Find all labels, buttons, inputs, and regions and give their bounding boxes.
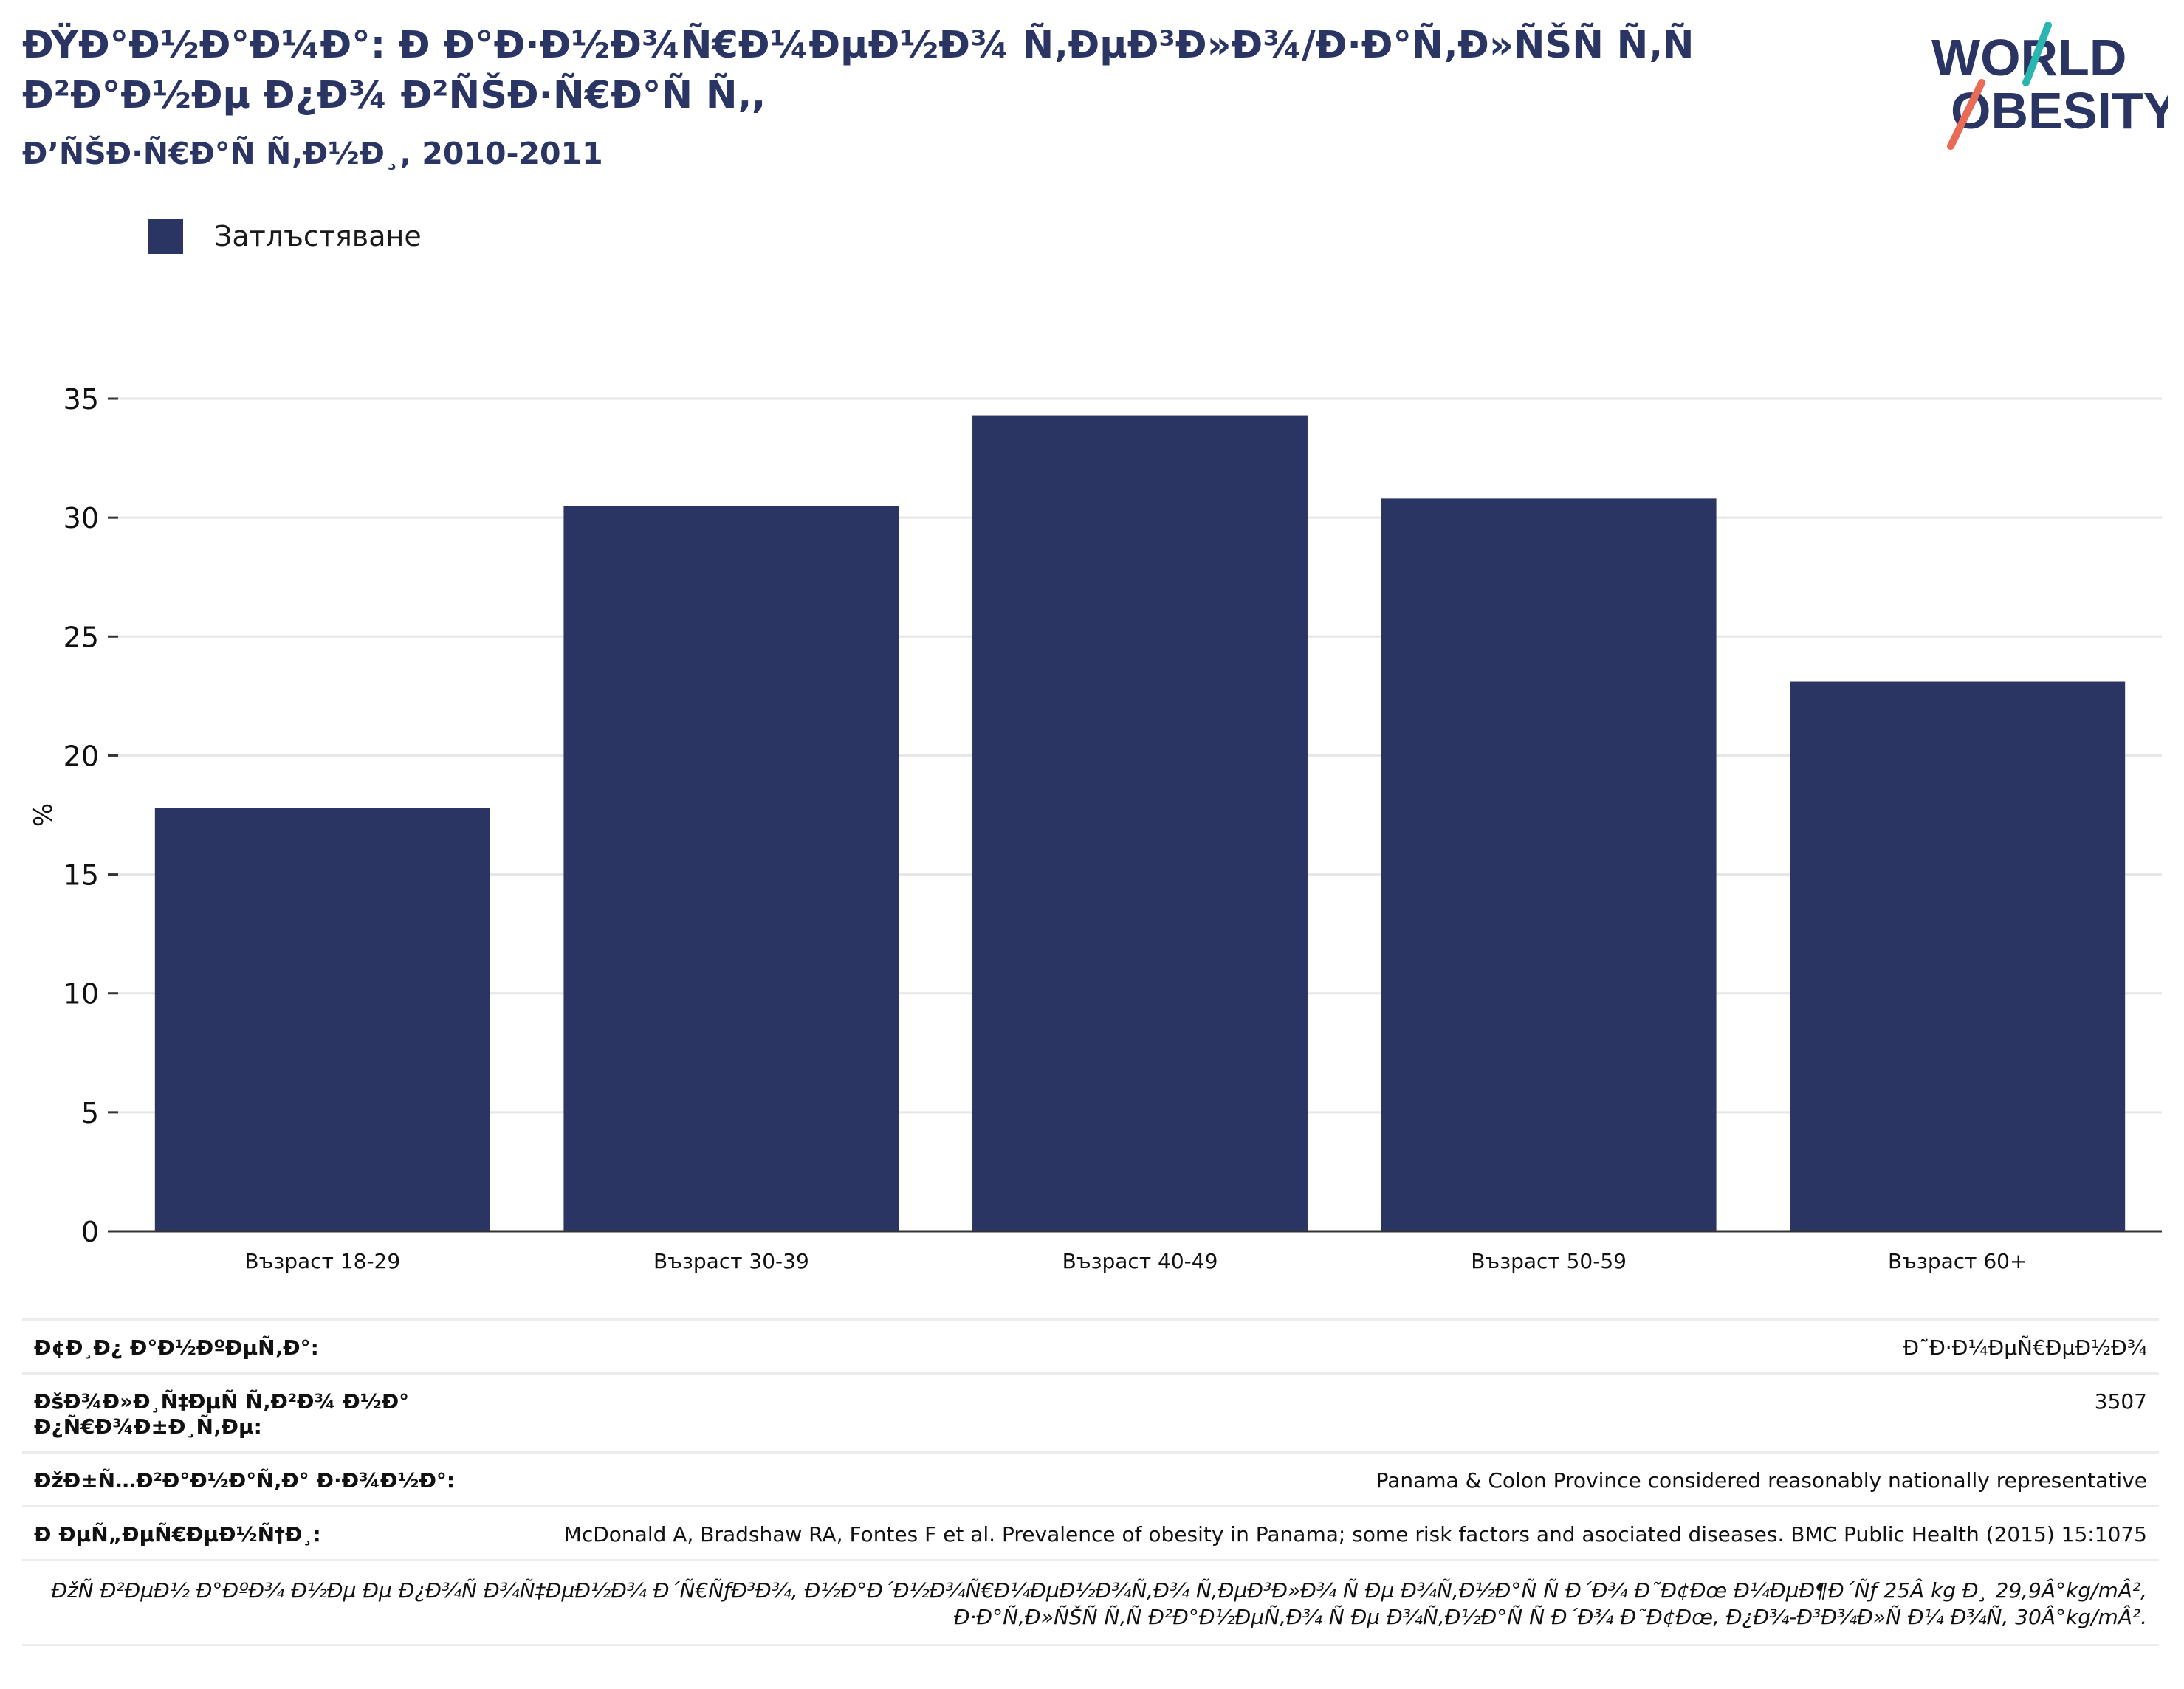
x-tick-label: Възраст 60+: [1888, 1249, 2027, 1273]
y-tick-label: 25: [63, 621, 99, 653]
y-tick-label: 20: [63, 740, 99, 772]
logo-slash-red: [1947, 79, 1985, 150]
chart-title: ÐŸÐ°Ð½Ð°Ð¼Ð°: Ð Ð°Ð·Ð½Ð¾Ñ€Ð¼ÐµÐ½Ð¾ Ñ‚ÐµÐ…: [22, 24, 1694, 117]
meta-value: Ð˜Ð·Ð¼ÐµÑ€ÐµÐ½Ð¾: [1903, 1335, 2147, 1360]
meta-value: Panama & Colon Province considered reaso…: [1376, 1468, 2147, 1493]
logo-text-obesity: OBESITY: [1951, 82, 2168, 140]
meta-row-area-covered: ÐžÐ±Ñ…Ð²Ð°Ð½Ð°Ñ‚Ð° Ð·Ð¾Ð½Ð°: Panama & Co…: [22, 1451, 2159, 1505]
y-tick-label: 5: [81, 1097, 99, 1129]
meta-row-references: Ð ÐµÑ„ÐµÑ€ÐµÐ½Ñ†Ð¸: McDonald A, Bradshaw…: [22, 1505, 2159, 1559]
world-obesity-logo: WORLD OBESITY: [1931, 22, 2168, 150]
y-tick-label: 0: [81, 1216, 99, 1248]
meta-row-sample-size: ÐšÐ¾Ð»Ð¸Ñ‡ÐµÑ Ñ‚Ð²Ð¾ Ð½Ð° Ð¿Ñ€Ð¾Ð±Ð¸Ñ‚Ðµ…: [22, 1372, 2159, 1451]
x-tick-label: Възраст 18-29: [244, 1249, 400, 1273]
meta-key: ÐžÐ±Ñ…Ð²Ð°Ð½Ð°Ñ‚Ð° Ð·Ð¾Ð½Ð°:: [34, 1468, 456, 1493]
meta-value: 3507: [2094, 1389, 2147, 1414]
meta-key: ÐšÐ¾Ð»Ð¸Ñ‡ÐµÑ Ñ‚Ð²Ð¾ Ð½Ð° Ð¿Ñ€Ð¾Ð±Ð¸Ñ‚Ðµ…: [34, 1389, 410, 1439]
bar: [154, 808, 490, 1231]
bar: [972, 415, 1308, 1231]
bar: [1381, 498, 1717, 1231]
y-tick-label: 30: [63, 502, 99, 534]
y-axis-label: %: [29, 803, 58, 827]
logo-slash-teal: [2022, 22, 2052, 86]
y-tick-label: 35: [63, 383, 99, 416]
x-tick-label: Възраст 40-49: [1062, 1249, 1218, 1273]
chart-subtitle: Ð’ÑŠÐ·Ñ€Ð°Ñ Ñ‚Ð½Ð¸, 2010-2011: [22, 136, 603, 171]
meta-key: Ð ÐµÑ„ÐµÑ€ÐµÐ½Ñ†Ð¸:: [34, 1522, 321, 1547]
meta-key: Ð¢Ð¸Ð¿ Ð°Ð½ÐºÐµÑ‚Ð°:: [34, 1335, 319, 1360]
y-tick-label: 15: [63, 859, 99, 892]
x-tick-label: Възраст 30-39: [653, 1249, 809, 1273]
legend-swatch-obesity: [148, 219, 183, 254]
survey-metadata: Ð¢Ð¸Ð¿ Ð°Ð½ÐºÐµÑ‚Ð°: Ð˜Ð·Ð¼ÐµÑ€ÐµÐ½Ð¾ Ðš…: [22, 1318, 2159, 1646]
legend: Затлъстяване: [148, 219, 422, 254]
legend-label-obesity: Затлъстяване: [214, 220, 422, 252]
meta-value: McDonald A, Bradshaw RA, Fontes F et al.…: [563, 1522, 2147, 1547]
meta-row-survey-type: Ð¢Ð¸Ð¿ Ð°Ð½ÐºÐµÑ‚Ð°: Ð˜Ð·Ð¼ÐµÑ€ÐµÐ½Ð¾: [22, 1318, 2159, 1372]
y-tick-label: 10: [63, 978, 99, 1011]
bar: [563, 506, 899, 1231]
definition-note: ÐžÑ Ð²ÐµÐ½ Ð°ÐºÐ¾ Ð½Ðµ Ðµ Ð¿Ð¾Ñ Ð¾Ñ‡ÐµÐ½…: [22, 1559, 2159, 1646]
bar-chart: 0 5 10 15 20 25 30 35% Възраст 18-29 Възраст 30-3…: [29, 383, 2162, 1273]
bar: [1790, 681, 2126, 1231]
x-tick-label: Възраст 50-59: [1471, 1249, 1627, 1273]
